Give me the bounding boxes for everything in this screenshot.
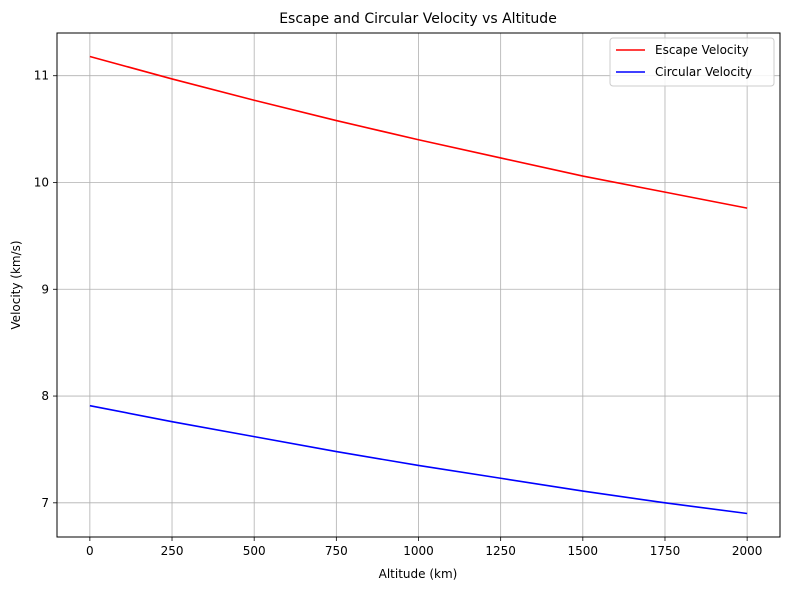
- x-tick-label: 500: [243, 544, 266, 558]
- legend-box: [609, 37, 775, 87]
- y-tick-label: 11: [34, 69, 49, 83]
- chart-title: Escape and Circular Velocity vs Altitude: [279, 11, 557, 27]
- x-tick-label: 1750: [650, 544, 681, 558]
- legend: Escape Velocity Circular Velocity: [609, 37, 775, 87]
- x-tick-label: 2000: [732, 544, 763, 558]
- y-tick-label: 8: [41, 389, 49, 403]
- legend-label-circular-velocity: Circular Velocity: [655, 65, 752, 79]
- y-tick-label: 10: [34, 175, 49, 189]
- y-axis-label: Velocity (km/s): [9, 240, 23, 329]
- x-tick-label: 0: [86, 544, 94, 558]
- x-axis-label: Altitude (km): [379, 567, 458, 581]
- series-line-circular-velocity: [89, 404, 748, 515]
- y-tick-label: 7: [41, 496, 49, 510]
- legend-label-escape-velocity: Escape Velocity: [655, 43, 749, 57]
- series-lines: [89, 55, 748, 515]
- y-tick-label: 9: [41, 282, 49, 296]
- x-tick-label: 750: [325, 544, 348, 558]
- series-line-escape-velocity: [89, 55, 748, 209]
- x-tick-label: 1000: [403, 544, 434, 558]
- axis-ticks: 0 250 500 750 1000 1250 1500 1750 2000 7 8 9 10 11: [34, 69, 763, 558]
- x-tick-label: 250: [161, 544, 184, 558]
- x-tick-label: 1250: [485, 544, 516, 558]
- x-tick-label: 1500: [568, 544, 599, 558]
